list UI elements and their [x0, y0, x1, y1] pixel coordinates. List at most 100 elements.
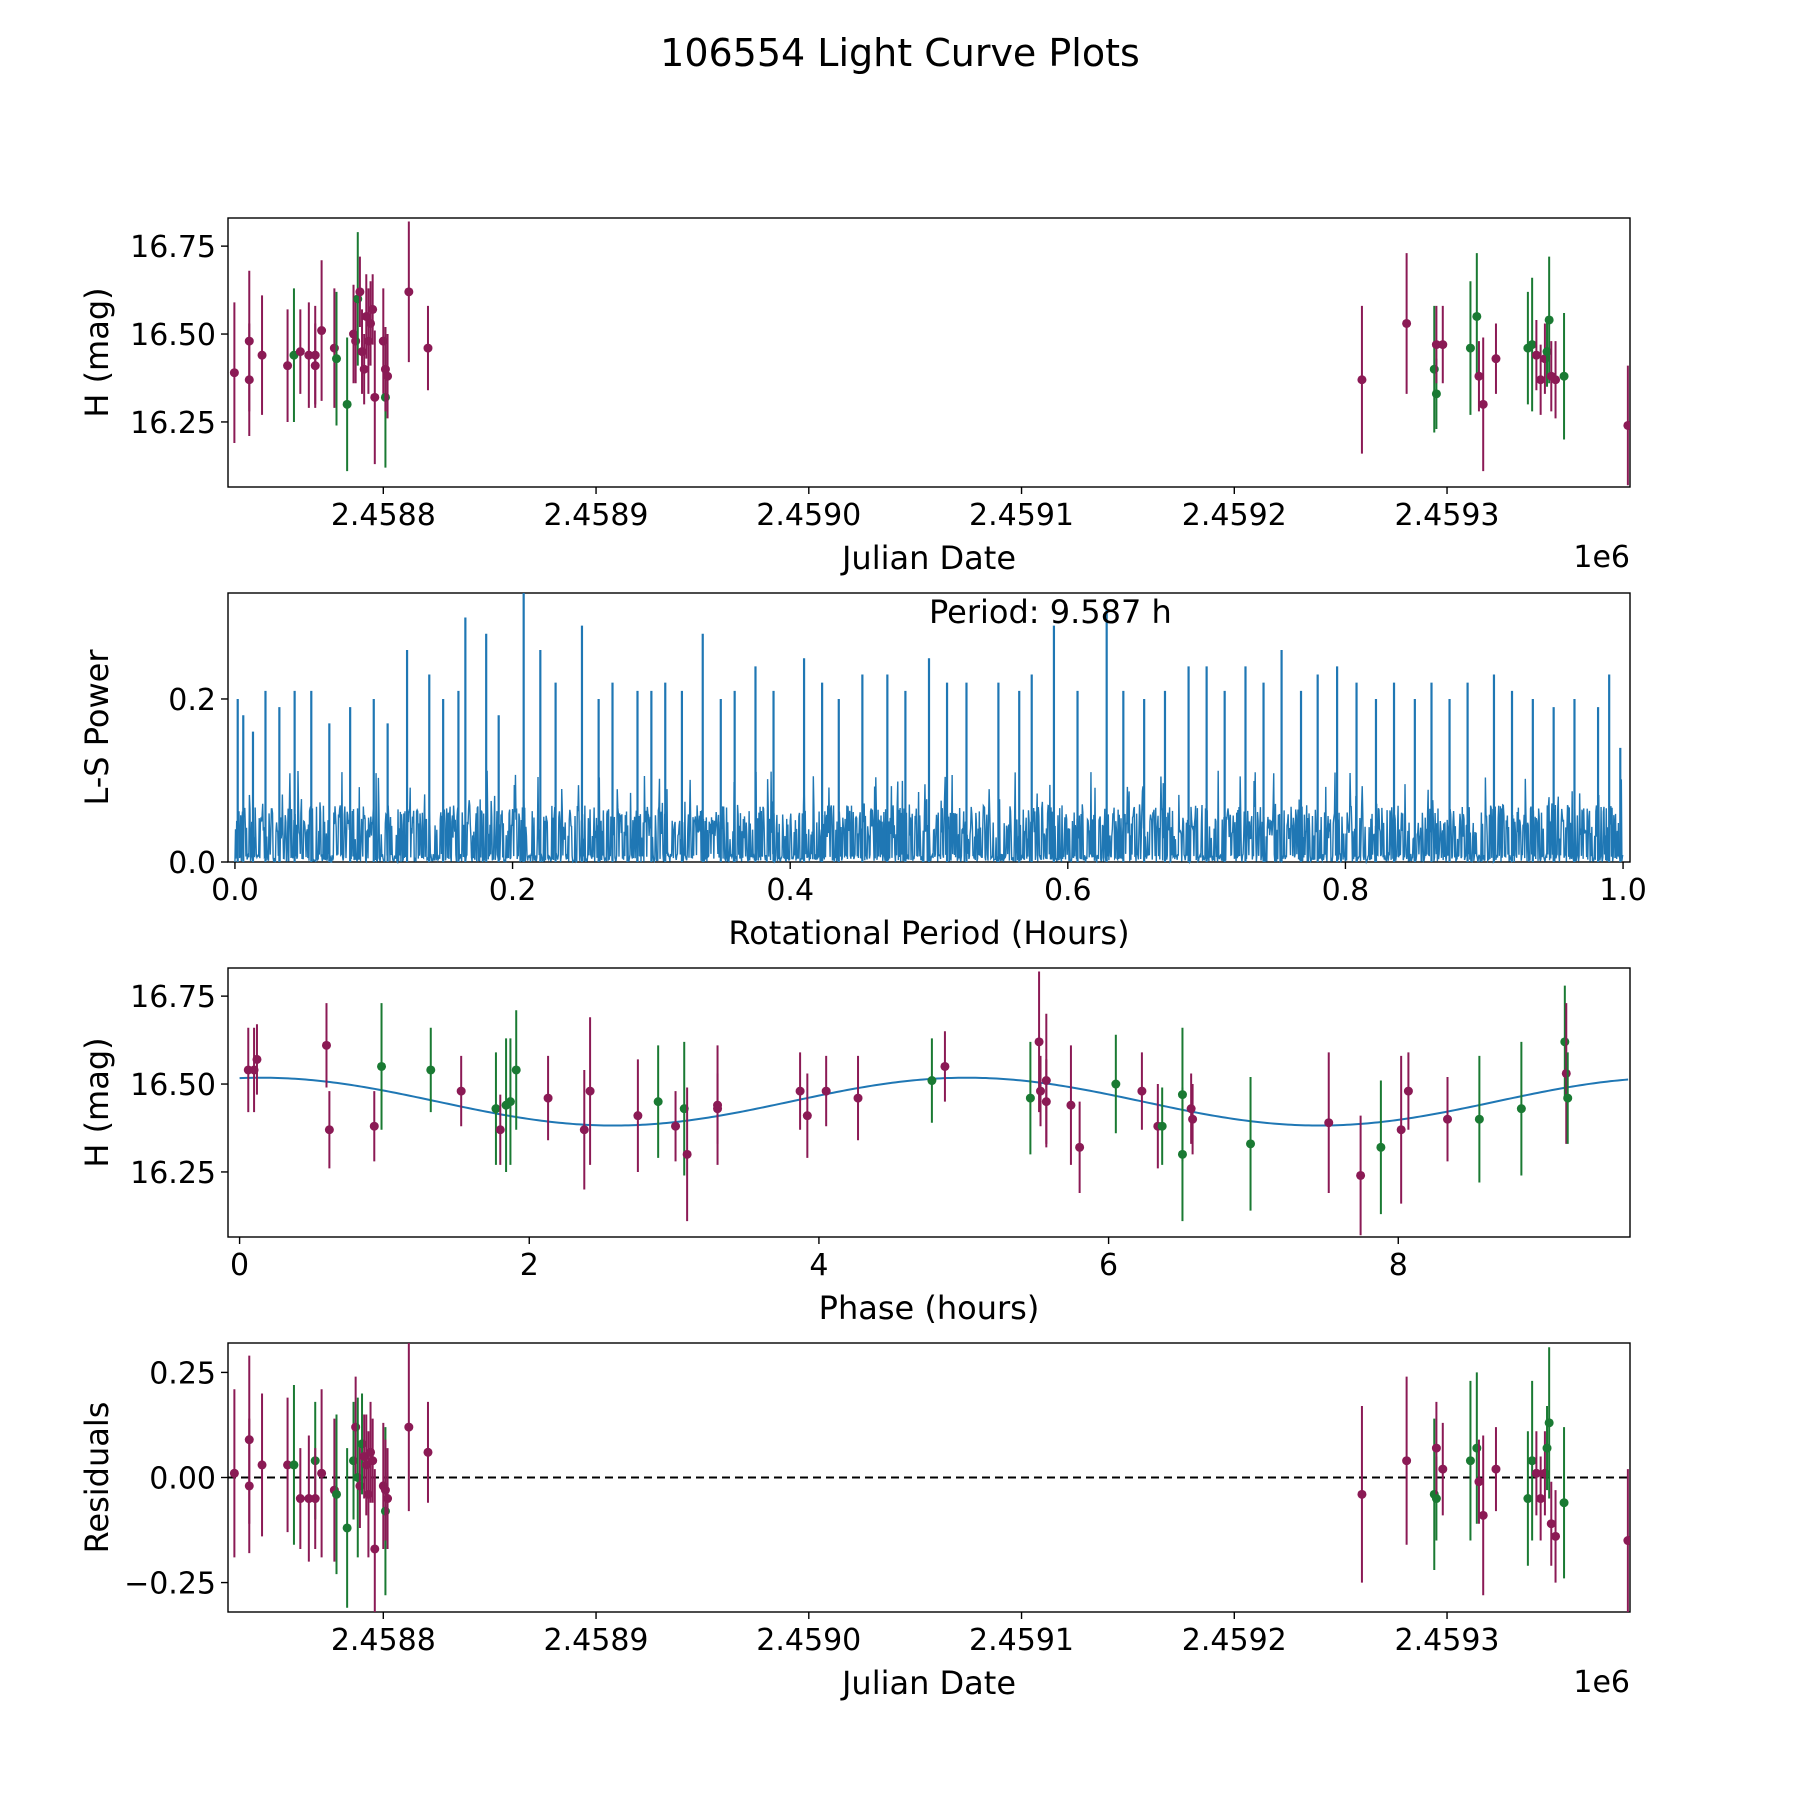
y-tick-label: 16.25 [130, 406, 216, 441]
data-point [295, 347, 305, 357]
x-tick-label: 0.0 [211, 873, 259, 908]
data-point [927, 1076, 937, 1086]
data-point [1066, 1100, 1076, 1110]
data-point [1531, 1468, 1541, 1478]
model-fit-curve [239, 1076, 1629, 1127]
data-point [585, 1086, 595, 1096]
y-axis-label: L-S Power [78, 649, 116, 806]
panel-raw: 2.4588 2.4589 2.4590 2.4591 2.4592 2.4593 16.2… [78, 217, 1631, 577]
data-points [243, 971, 1573, 1236]
data-point [1563, 1093, 1573, 1103]
x-axis-label: Phase (hours) [819, 1289, 1040, 1327]
data-point [368, 304, 378, 314]
data-point [1559, 371, 1569, 381]
data-point [671, 1121, 681, 1131]
data-point [456, 1086, 466, 1096]
axis-offset-text: 1e6 [1573, 1665, 1630, 1700]
data-point [1559, 1498, 1569, 1508]
data-point [1376, 1142, 1386, 1152]
data-point [329, 343, 339, 353]
data-point [366, 318, 376, 328]
data-point [1186, 1104, 1196, 1114]
data-point [324, 1125, 334, 1135]
data-points [229, 221, 1630, 486]
y-tick-label: 16.50 [130, 1068, 216, 1103]
data-point [351, 1422, 361, 1432]
data-point [1402, 1456, 1412, 1466]
data-point [1465, 1456, 1475, 1466]
data-point [1527, 1456, 1537, 1466]
data-point [426, 1065, 436, 1075]
data-point [1431, 340, 1441, 350]
data-point [304, 1494, 314, 1504]
data-point [853, 1093, 863, 1103]
data-point [1157, 1121, 1167, 1131]
data-point [368, 1456, 378, 1466]
period-annotation: Period: 9.587 h [929, 593, 1172, 631]
y-tick-label: 16.50 [130, 318, 216, 353]
data-point [1356, 1170, 1366, 1180]
x-tick-label: 2.4592 [1182, 498, 1287, 533]
data-point [821, 1086, 831, 1096]
x-tick-label: 2.4589 [544, 1623, 649, 1658]
data-point [1544, 315, 1554, 325]
data-point [1188, 1114, 1198, 1124]
x-axis-label: Rotational Period (Hours) [728, 914, 1129, 952]
data-point [423, 343, 433, 353]
data-point [940, 1061, 950, 1071]
data-point [369, 1121, 379, 1131]
data-point [543, 1093, 553, 1103]
data-point [257, 1460, 267, 1470]
data-point [289, 1460, 299, 1470]
panel-periodogram: 0.0 0.2 0.4 0.6 0.8 1.0 0.0 0.2 Rotational Perio… [78, 592, 1647, 952]
data-point [380, 1485, 390, 1495]
data-point [1034, 1037, 1044, 1047]
data-point [495, 1125, 505, 1135]
y-axis-label: H (mag) [78, 1037, 116, 1167]
data-point [1402, 318, 1412, 328]
data-point [1429, 364, 1439, 374]
data-point [304, 350, 314, 360]
data-point [351, 336, 361, 346]
x-tick-label: 0.4 [766, 873, 814, 908]
data-point [1523, 1494, 1533, 1504]
y-tick-label: 0.2 [168, 683, 216, 718]
data-point [370, 392, 380, 402]
data-point [383, 1494, 393, 1504]
data-point [1438, 340, 1448, 350]
data-point [1474, 371, 1484, 381]
y-tick-label: 16.75 [130, 230, 216, 265]
data-point [1491, 1464, 1501, 1474]
data-point [653, 1097, 663, 1107]
data-point [579, 1125, 589, 1135]
data-point [1431, 389, 1441, 399]
y-tick-label: 0.25 [149, 1356, 216, 1391]
data-point [1324, 1118, 1334, 1128]
x-tick-label: 2.4591 [969, 1623, 1074, 1658]
data-point [353, 1473, 363, 1482]
data-point [1491, 354, 1501, 364]
data-point [332, 1489, 342, 1499]
data-point [363, 1489, 373, 1499]
panels: 2.4588 2.4589 2.4590 2.4591 2.4592 2.4593 16.2… [78, 217, 1647, 1702]
panel-folded: 0 2 4 6 8 16.25 16.50 16.75 Phase (hours) H (mag) [78, 967, 1631, 1327]
x-tick-label: 2.4588 [331, 1623, 436, 1658]
y-axis-label: Residuals [78, 1402, 116, 1554]
x-tick-label: 2.4592 [1182, 1623, 1287, 1658]
data-point [404, 287, 414, 297]
data-point [1623, 1536, 1630, 1546]
data-points [229, 1343, 1630, 1612]
x-tick-label: 2.4590 [756, 1623, 861, 1658]
data-point [1041, 1097, 1051, 1107]
plot-frame [227, 217, 1631, 488]
data-point [1542, 1443, 1552, 1453]
y-tick-label: −0.25 [124, 1567, 216, 1602]
data-point [1075, 1142, 1085, 1152]
data-point [366, 1447, 376, 1457]
data-point [229, 1468, 239, 1478]
data-point [229, 368, 239, 378]
data-point [1531, 350, 1541, 360]
x-tick-label: 4 [809, 1248, 828, 1283]
x-tick-label: 8 [1389, 1248, 1408, 1283]
